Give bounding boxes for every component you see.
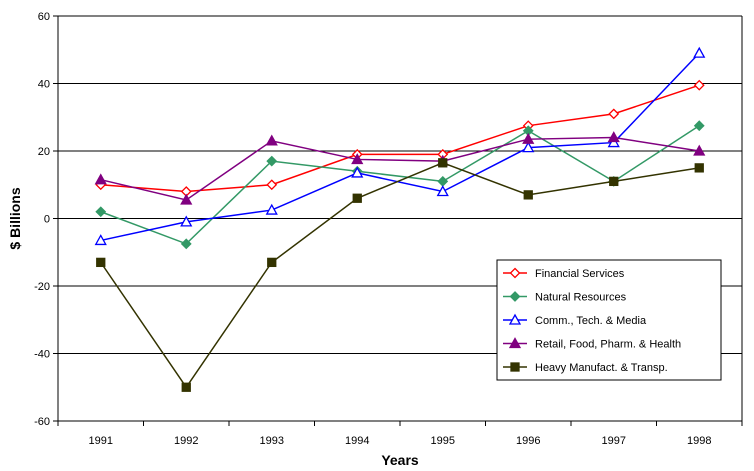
data-point [694, 163, 704, 173]
x-tick-label: 1995 [431, 435, 455, 447]
data-point [608, 108, 620, 120]
x-tick-label: 1992 [174, 435, 198, 447]
y-tick-label: 40 [38, 79, 50, 91]
data-point [351, 153, 364, 165]
x-tick-label: 1998 [687, 435, 711, 447]
series-line [100, 84, 700, 193]
y-tick-label: -60 [34, 416, 50, 428]
legend-item: Financial Services [503, 267, 625, 280]
legend-item: Comm., Tech. & Media [503, 313, 647, 327]
y-tick-labels: 60 40 20 0 -20 -40 -60 [34, 11, 50, 428]
data-point [437, 175, 449, 187]
legend-marker [508, 313, 522, 325]
legend-marker [508, 337, 522, 349]
series-group [94, 46, 706, 392]
legend-label: Natural Resources [535, 292, 627, 304]
legend: Financial Services Natural Resources Comm.… [496, 259, 722, 381]
legend-label: Retail, Food, Pharm. & Health [535, 339, 681, 351]
data-point [352, 193, 362, 203]
series-line [100, 125, 700, 245]
legend-box [496, 259, 722, 381]
x-tick-label: 1993 [260, 435, 284, 447]
data-point [180, 238, 192, 250]
data-point [265, 134, 278, 146]
series-2 [94, 46, 706, 246]
data-point [265, 203, 278, 215]
data-point [351, 166, 364, 178]
x-tick-label: 1996 [516, 435, 540, 447]
data-point [693, 144, 706, 156]
y-tick-label: -20 [34, 281, 50, 293]
legend-item: Retail, Food, Pharm. & Health [503, 337, 681, 351]
x-axis-title: Years [381, 452, 419, 468]
legend-marker [509, 267, 521, 279]
data-point [523, 190, 533, 200]
axes [53, 15, 743, 426]
data-point [522, 132, 535, 144]
x-tick-label: 1991 [89, 435, 113, 447]
legend-item: Natural Resources [503, 291, 627, 304]
y-tick-label: 0 [44, 214, 50, 226]
data-point [180, 215, 193, 227]
data-point [181, 382, 191, 392]
y-axis-title: $ Billions [7, 187, 23, 249]
data-point [693, 79, 705, 91]
data-point [693, 46, 706, 58]
x-tick-label: 1994 [345, 435, 369, 447]
y-tick-label: 20 [38, 146, 50, 158]
data-point [266, 155, 278, 167]
data-point [607, 131, 620, 143]
legend-label: Financial Services [535, 268, 625, 280]
data-point [522, 141, 535, 153]
data-point [95, 206, 107, 218]
data-point [96, 257, 106, 268]
legend-label: Comm., Tech. & Media [535, 315, 647, 327]
gridlines [58, 15, 742, 422]
legend-label: Heavy Manufact. & Transp. [535, 362, 668, 374]
series-4 [96, 158, 704, 392]
series-line [100, 52, 700, 242]
series-line [100, 136, 700, 201]
legend-marker [510, 362, 520, 372]
data-point [436, 185, 449, 197]
x-tick-label: 1997 [602, 435, 626, 447]
data-point [267, 257, 277, 268]
legend-item: Heavy Manufact. & Transp. [503, 362, 668, 374]
data-point [266, 179, 278, 191]
series-line [100, 162, 700, 389]
legend-marker [509, 291, 521, 302]
x-tick-labels: 1991 1992 1993 1994 1995 1996 1997 1998 [89, 435, 712, 447]
data-point [693, 120, 705, 132]
data-point [94, 234, 107, 246]
y-tick-label: 60 [38, 11, 50, 23]
data-point [609, 176, 619, 187]
y-tick-label: -40 [34, 349, 50, 361]
data-point [180, 193, 193, 205]
data-point [438, 158, 448, 168]
data-point [94, 173, 107, 185]
